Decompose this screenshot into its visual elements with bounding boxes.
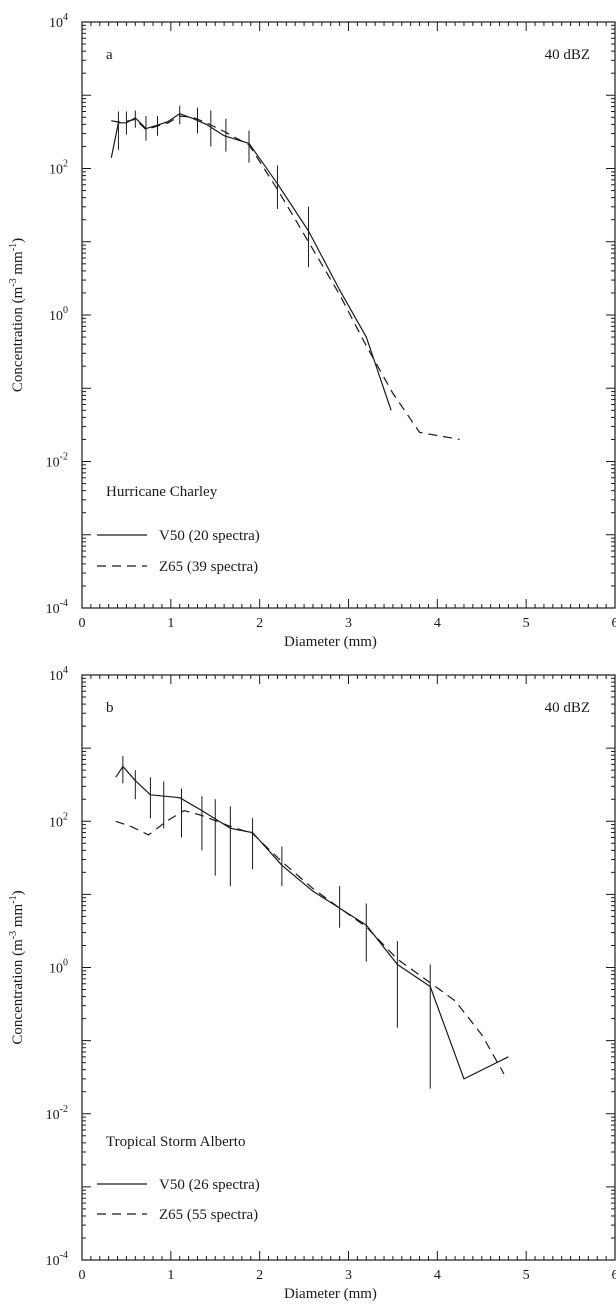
chart-0-x-tick-label: 0 [79,616,86,631]
chart-1-y-tick-label: 10-2 [46,1104,68,1123]
chart-1-y-tick-label: 10-4 [46,1250,68,1269]
chart-1-series-0-line [115,765,509,1080]
chart-1-y-axis-title: Concentration (m-3 mm-1) [8,890,26,1044]
chart-1-panel-label: b [106,700,114,716]
chart-0-x-tick-label: 2 [256,616,263,631]
chart-0-legend-label-1: Z65 (39 spectra) [159,559,258,575]
chart-1-storm-name: Tropical Storm Alberto [106,1134,245,1150]
chart-0-x-tick-label: 6 [612,616,616,631]
chart-0-y-tick-label: 104 [49,12,68,31]
chart-1-panel: 0 1 2 3 4 5 6 10-4 10-2 100 102 104 Diameter (mm) Con… [8,665,616,1302]
chart-1-y-tick-label: 104 [49,665,68,684]
chart-0-y-tick-label: 10-2 [46,452,68,471]
chart-1-x-tick-label: 4 [434,1268,441,1283]
chart-0-reflectivity-label: 40 dBZ [545,47,590,63]
chart-0-y-axis-title: Concentration (m-3 mm-1) [8,238,26,392]
chart-1-legend-label-1: Z65 (55 spectra) [159,1207,258,1223]
chart-1-x-tick-label: 5 [523,1268,530,1283]
chart-1-x-tick-label: 0 [79,1268,86,1283]
chart-1-y-tick-label: 102 [49,811,68,830]
chart-1-legend-label-0: V50 (26 spectra) [159,1177,260,1193]
chart-1-series-1-line [115,809,505,1075]
chart-0-series-1-line [111,115,460,440]
chart-0-series-0-line [110,113,392,411]
chart-0-panel: 0 1 2 3 4 5 6 10-4 10-2 100 102 104 Diameter (mm) Con… [8,12,616,650]
chart-0-x-tick-label: 4 [434,616,441,631]
chart-1-x-tick-label: 3 [345,1268,352,1283]
chart-1-reflectivity-label: 40 dBZ [545,700,590,716]
chart-0-legend-label-0: V50 (20 spectra) [159,528,260,544]
chart-0-panel-label: a [106,47,113,63]
chart-1-plot-frame [81,674,616,1261]
chart-0-x-axis-title: Diameter (mm) [284,634,377,650]
chart-0-x-tick-label: 5 [523,616,530,631]
chart-1-x-tick-label: 1 [167,1268,174,1283]
chart-0-y-tick-label: 102 [49,159,68,178]
chart-0-plot-frame [81,21,616,609]
chart-1-y-tick-label: 100 [49,958,68,977]
chart-0-x-tick-label: 3 [345,616,352,631]
chart-0-y-tick-label: 10-4 [46,598,68,617]
chart-0-storm-name: Hurricane Charley [106,484,218,500]
chart-1-x-axis-title: Diameter (mm) [284,1286,377,1302]
chart-1-x-tick-label: 6 [612,1268,616,1283]
chart-1-x-tick-label: 2 [256,1268,263,1283]
chart-0-y-tick-label: 100 [49,305,68,324]
chart-0-x-tick-label: 1 [167,616,174,631]
